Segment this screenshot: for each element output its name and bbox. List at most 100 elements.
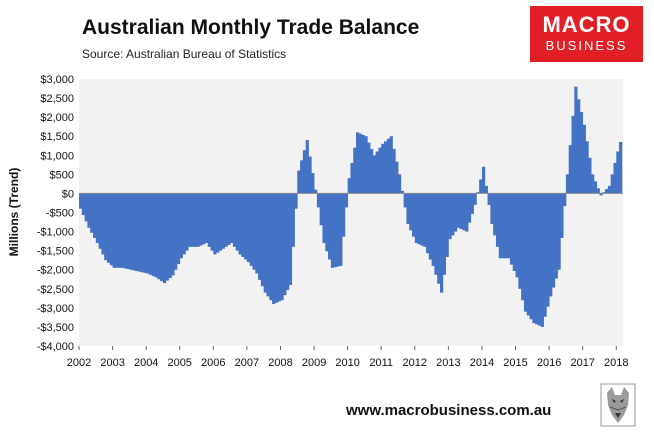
- series-bar: [311, 173, 315, 194]
- series-bar: [101, 193, 105, 255]
- x-tick-label: 2006: [201, 357, 225, 369]
- x-tick-label: 2010: [335, 357, 359, 369]
- series-bar: [568, 145, 572, 194]
- series-bar: [344, 193, 349, 208]
- series-bar: [582, 124, 586, 194]
- series-bar: [507, 193, 511, 259]
- series-bar: [459, 193, 463, 230]
- series-bar: [470, 193, 474, 214]
- series-bar: [339, 193, 343, 266]
- series-bar: [350, 162, 354, 194]
- series-bar: [333, 193, 337, 268]
- series-bar: [353, 147, 357, 194]
- series-bar: [316, 193, 321, 208]
- series-bar: [490, 193, 494, 224]
- series-bar: [523, 193, 528, 312]
- series-bar: [269, 193, 273, 301]
- series-bar: [300, 160, 304, 194]
- x-tick-label: 2005: [167, 357, 191, 369]
- series-bar: [504, 193, 508, 259]
- series-bar: [325, 193, 329, 252]
- series-bar: [185, 193, 189, 251]
- series-bar: [280, 193, 284, 301]
- series-bar: [342, 193, 346, 237]
- series-bar: [87, 193, 91, 228]
- series-bar: [540, 193, 544, 327]
- series-bar: [537, 193, 542, 326]
- x-tick-label: 2007: [235, 357, 259, 369]
- series-bar: [238, 193, 242, 255]
- series-bar: [148, 193, 153, 275]
- series-bar: [196, 193, 200, 247]
- x-tick-label: 2003: [100, 357, 124, 369]
- series-bar: [176, 193, 181, 264]
- y-tick-label: -$3,000: [37, 303, 74, 315]
- series-bar: [115, 193, 119, 268]
- series-bar: [98, 193, 102, 249]
- series-bar: [143, 193, 147, 273]
- series-bar: [123, 193, 127, 269]
- series-bar: [370, 148, 374, 194]
- series-bar: [386, 138, 391, 194]
- series-bar: [398, 174, 402, 194]
- series-bar: [616, 151, 620, 194]
- series-bar: [308, 156, 312, 194]
- series-bar: [283, 193, 287, 296]
- series-bar: [221, 193, 225, 249]
- series-bar: [157, 193, 161, 280]
- series-bar: [120, 193, 125, 268]
- series-bar: [526, 193, 530, 316]
- series-bar: [134, 193, 139, 271]
- series-bar: [384, 141, 388, 194]
- series-bar: [367, 142, 371, 194]
- series-bar: [322, 193, 326, 244]
- series-bar: [596, 188, 600, 194]
- y-tick-label: -$1,500: [37, 246, 74, 258]
- series-bar: [140, 193, 144, 273]
- series-bar: [154, 193, 158, 278]
- series-bar: [246, 193, 251, 263]
- chart-title: Australian Monthly Trade Balance: [82, 16, 420, 39]
- x-tick-label: 2015: [503, 357, 527, 369]
- wolf-icon: [600, 383, 636, 427]
- logo-line-business: BUSINESS: [545, 38, 628, 53]
- y-tick-label: $1,500: [40, 131, 74, 143]
- series-bar: [546, 193, 550, 307]
- series-bar: [314, 189, 318, 194]
- series-bar: [319, 193, 323, 226]
- series-bar: [151, 193, 155, 277]
- series-bar: [417, 193, 421, 245]
- series-bar: [423, 193, 427, 247]
- series-bar: [543, 193, 547, 317]
- series-bar: [104, 193, 108, 261]
- series-bar: [437, 193, 441, 284]
- y-tick-label: -$4,000: [37, 341, 74, 353]
- series-bar: [395, 161, 399, 194]
- series-bar: [118, 193, 122, 268]
- series-bar: [406, 193, 410, 224]
- series-bar: [79, 193, 83, 209]
- series-bar: [434, 193, 438, 275]
- website-url[interactable]: www.macrobusiness.com.au: [346, 402, 552, 419]
- series-bar: [487, 193, 491, 205]
- series-bar: [588, 157, 592, 194]
- series-bar: [518, 193, 522, 289]
- y-tick-label: -$2,000: [37, 265, 74, 277]
- series-bar: [599, 193, 603, 196]
- series-bar: [207, 193, 211, 247]
- series-bar: [165, 193, 169, 281]
- series-bar: [218, 193, 223, 251]
- y-tick-label: $0: [62, 188, 74, 200]
- series-bar: [515, 193, 519, 278]
- series-bar: [188, 193, 192, 247]
- series-bar: [182, 193, 186, 255]
- series-bar: [579, 112, 584, 194]
- series-bar: [358, 133, 363, 194]
- macrobusiness-logo[interactable]: MACRO BUSINESS: [530, 6, 643, 62]
- series-bar: [448, 193, 452, 240]
- series-bar: [375, 151, 379, 194]
- series-bar: [90, 193, 94, 233]
- series-bar: [266, 193, 270, 297]
- y-axis-label: Millions (Trend): [7, 168, 21, 257]
- series-bar: [479, 179, 483, 194]
